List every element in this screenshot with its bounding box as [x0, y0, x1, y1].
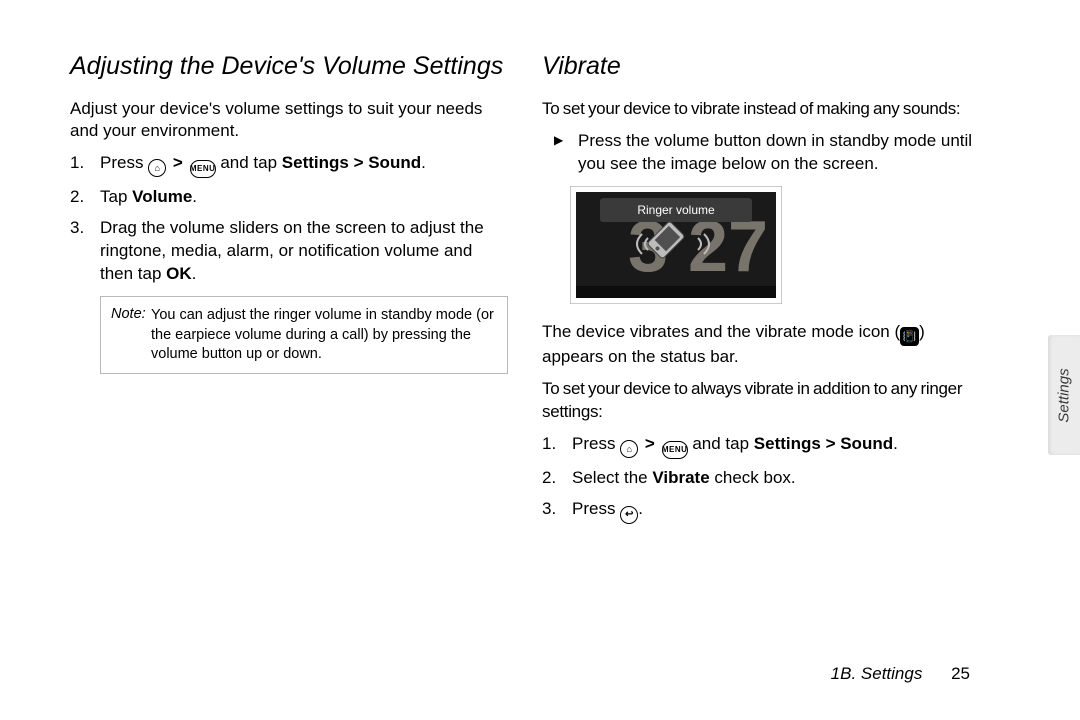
gt-icon: > [645, 433, 655, 456]
step-number: 2. [542, 467, 556, 490]
note-label: Note: [111, 306, 146, 322]
right-bullet-1: Press the volume button down in standby … [550, 130, 980, 176]
side-tab: Settings [1048, 335, 1080, 455]
right-column: Vibrate To set your device to vibrate in… [542, 50, 980, 532]
step1-period: . [421, 153, 426, 172]
footer-section: 1B. Settings [831, 664, 923, 683]
r-step1-pre: Press [572, 434, 620, 453]
step2-bold: Volume [132, 187, 192, 206]
left-step-3: 3. Drag the volume sliders on the screen… [94, 217, 508, 286]
home-icon: ⌂ [148, 159, 166, 177]
menu-icon: MENU [190, 160, 216, 178]
left-step-2: 2. Tap Volume. [94, 186, 508, 209]
menu-icon: MENU [662, 441, 688, 459]
back-icon: ↩ [620, 506, 638, 524]
r-step1-mid: and tap [692, 434, 753, 453]
two-column-layout: Adjusting the Device's Volume Settings A… [70, 50, 980, 532]
bullet1-text: Press the volume button down in standby … [578, 131, 972, 173]
after-screenshot-text: The device vibrates and the vibrate mode… [542, 321, 980, 369]
home-icon: ⌂ [620, 440, 638, 458]
note-box: Note: You can adjust the ringer volume i… [100, 296, 508, 374]
page-footer: 1B. Settings 25 [831, 664, 970, 684]
left-intro: Adjust your device's volume settings to … [70, 98, 508, 142]
step1-pre: Press [100, 153, 148, 172]
step1-mid: and tap [220, 153, 281, 172]
footer-page-number: 25 [951, 664, 970, 683]
note-body: You can adjust the ringer volume in stan… [151, 306, 497, 365]
r-step1-bold: Settings > Sound [754, 434, 893, 453]
step2-period: . [192, 187, 197, 206]
step-number: 1. [70, 152, 84, 175]
step-number: 1. [542, 433, 556, 456]
step-number: 2. [70, 186, 84, 209]
step2-pre: Tap [100, 187, 132, 206]
step-number: 3. [70, 217, 84, 240]
right-step-2: 2. Select the Vibrate check box. [566, 467, 980, 490]
step-number: 3. [542, 498, 556, 521]
right-step-3: 3. Press ↩. [566, 498, 980, 524]
r-step2-a: Select the [572, 468, 652, 487]
r-step2-b: check box. [710, 468, 796, 487]
left-section-title: Adjusting the Device's Volume Settings [70, 50, 508, 84]
step3-b: . [192, 264, 197, 283]
r-step2-bold: Vibrate [652, 468, 709, 487]
right-intro-2: To set your device to always vibrate in … [542, 378, 980, 422]
left-steps: 1. Press ⌂ > MENU and tap Settings > Sou… [70, 152, 508, 286]
step3-bold: OK [166, 264, 192, 283]
r-step3-post: . [638, 499, 643, 518]
left-step-1: 1. Press ⌂ > MENU and tap Settings > Sou… [94, 152, 508, 178]
manual-page: Adjusting the Device's Volume Settings A… [0, 0, 1080, 720]
r-step1-period: . [893, 434, 898, 453]
right-step-1: 1. Press ⌂ > MENU and tap Settings > Sou… [566, 433, 980, 459]
step1-bold: Settings > Sound [282, 153, 421, 172]
gt-icon: > [173, 152, 183, 175]
ringer-volume-svg: 3 27 Ringer volume [570, 186, 782, 304]
left-column: Adjusting the Device's Volume Settings A… [70, 50, 508, 532]
r-step3-pre: Press [572, 499, 620, 518]
right-section-title: Vibrate [542, 50, 980, 84]
side-tab-label: Settings [1056, 368, 1073, 422]
right-steps: 1. Press ⌂ > MENU and tap Settings > Sou… [542, 433, 980, 524]
ringer-volume-screenshot: 3 27 Ringer volume [570, 186, 980, 311]
right-intro-1: To set your device to vibrate instead of… [542, 98, 980, 120]
step3-a: Drag the volume sliders on the screen to… [100, 218, 484, 283]
after-a: The device vibrates and the vibrate mode… [542, 322, 900, 341]
svg-text:Ringer volume: Ringer volume [637, 203, 715, 217]
vibrate-mode-icon: 📳 [900, 327, 919, 346]
